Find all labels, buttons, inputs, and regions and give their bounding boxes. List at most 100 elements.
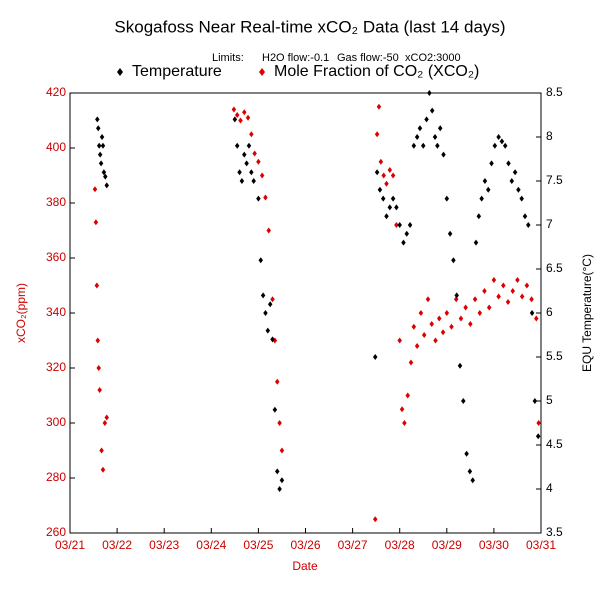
data-point [242,109,247,116]
x-tick-label: 03/24 [196,538,226,552]
data-point [100,142,106,149]
data-point [274,378,280,385]
data-point [387,204,393,211]
data-point [376,103,382,110]
data-point [449,323,454,330]
x-tick-label: 03/21 [55,538,85,552]
legend-label: Mole Fraction of CO₂ (XCO₂) [274,63,479,80]
data-point [277,486,282,492]
data-point [515,277,520,283]
data-point [496,134,501,140]
y-tick-label: 380 [46,195,66,209]
data-point [94,282,100,289]
subtitle: Gas flow:-50 [337,52,399,64]
data-point [433,337,438,344]
data-point [97,151,103,158]
data-point [499,138,505,145]
y-tick-label: 320 [46,360,66,374]
data-point [96,125,101,132]
data-point [427,90,432,96]
data-point [260,292,266,299]
legend-marker [117,68,123,76]
x-tick-label: 03/31 [526,538,556,552]
data-point [501,282,506,289]
data-point [535,433,541,440]
data-point [279,477,285,484]
x-tick-label: 03/27 [338,538,368,552]
data-point [461,398,466,404]
data-point [374,169,380,176]
data-point [237,169,242,176]
data-point [256,158,261,165]
legend-marker [259,68,265,76]
data-point [405,392,410,399]
data-point [263,310,268,316]
data-point [473,239,479,246]
data-point [402,420,407,426]
data-point [510,288,515,294]
data-point [414,343,420,349]
data-point [377,186,383,193]
data-point [432,134,438,140]
data-point [99,447,104,454]
data-point [414,134,420,140]
y2-tick-label: 5.5 [546,349,563,363]
y2-tick-label: 8 [546,129,553,143]
data-point [417,125,423,132]
data-point [387,167,393,173]
data-point [249,169,254,176]
data-point [472,296,478,303]
data-point [470,477,475,484]
y2-tick-label: 5 [546,393,553,407]
data-point [267,301,273,308]
data-point [92,186,98,193]
data-point [390,195,396,202]
data-point [259,172,265,179]
data-point [101,169,107,176]
data-point [491,277,497,283]
data-point [96,142,102,149]
data-point [486,304,492,311]
data-point [464,450,469,457]
data-point [103,173,108,180]
data-point [270,296,275,303]
data-point [245,114,251,121]
data-point [102,420,108,426]
y-tick-label: 340 [46,305,66,319]
data-point [98,160,104,167]
data-point [482,178,488,184]
data-point [274,468,280,475]
data-point [242,151,247,158]
y-tick-label: 420 [46,85,66,99]
x-tick-label: 03/22 [102,538,132,552]
data-point [440,329,446,336]
data-point [100,466,106,473]
data-point [231,106,237,113]
data-point [397,337,402,344]
data-point [378,158,384,165]
x-tick-label: 03/23 [149,538,179,552]
data-point [425,296,431,303]
data-point [258,257,264,264]
data-point [505,299,511,305]
data-point [411,323,417,330]
data-point [458,315,464,322]
data-point [397,222,402,228]
data-point [394,222,399,228]
data-point [234,112,240,118]
y2-tick-label: 7 [546,217,553,231]
y2-tick-label: 7.5 [546,173,563,187]
y2-tick-label: 4.5 [546,437,563,451]
subtitle: xCO2:3000 [405,52,461,64]
y-axis-label: xCO₂(ppm) [14,283,28,343]
data-point [249,131,254,138]
data-point [421,142,426,149]
data-point [411,142,417,149]
chart-title: Skogafoss Near Real-time xCO₂ Data (last… [114,17,505,36]
data-point [489,160,494,167]
data-point [479,195,484,202]
data-point [512,169,518,176]
data-point [95,116,100,123]
